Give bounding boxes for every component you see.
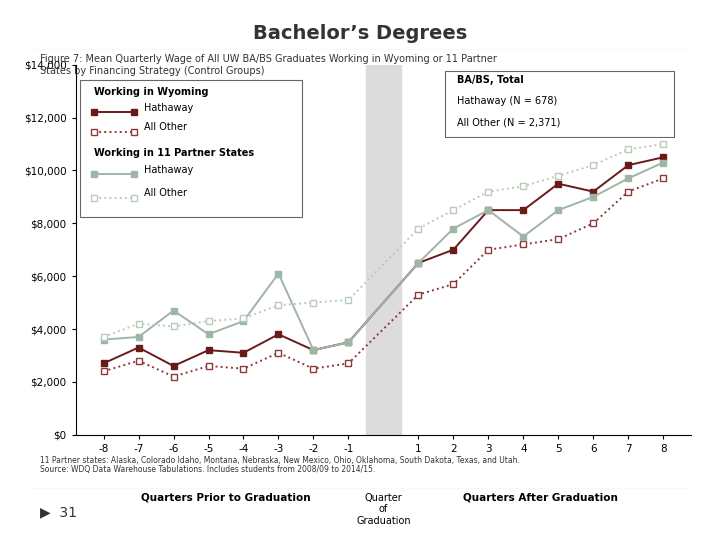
Text: Source: WDQ Data Warehouse Tabulations. Includes students from 2008/09 to 2014/1: Source: WDQ Data Warehouse Tabulations. …	[40, 465, 375, 475]
Text: Working in Wyoming: Working in Wyoming	[94, 87, 208, 97]
Text: Hathaway: Hathaway	[143, 165, 193, 174]
Text: ▶  31: ▶ 31	[40, 505, 76, 519]
Text: 11 Partner states: Alaska, Colorado Idaho, Montana, Nebraska, New Mexico, Ohio, : 11 Partner states: Alaska, Colorado Idah…	[40, 456, 519, 465]
Text: Bachelor’s Degrees: Bachelor’s Degrees	[253, 24, 467, 43]
Text: Working in 11 Partner States: Working in 11 Partner States	[94, 148, 253, 159]
Text: Hathaway: Hathaway	[143, 103, 193, 113]
FancyBboxPatch shape	[445, 71, 675, 137]
Text: Hathaway (N = 678): Hathaway (N = 678)	[457, 96, 557, 106]
Text: All Other: All Other	[143, 123, 186, 132]
Text: BA/BS, Total: BA/BS, Total	[457, 75, 523, 85]
Text: Figure 7: Mean Quarterly Wage of All UW BA/BS Graduates Working in Wyoming or 11: Figure 7: Mean Quarterly Wage of All UW …	[40, 54, 497, 76]
Text: All Other: All Other	[143, 188, 186, 198]
Bar	[366, 65, 401, 435]
Text: All Other (N = 2,371): All Other (N = 2,371)	[457, 117, 560, 127]
Text: Quarter
of
Graduation: Quarter of Graduation	[356, 493, 410, 526]
Text: Quarters Prior to Graduation: Quarters Prior to Graduation	[141, 493, 311, 503]
Text: Quarters After Graduation: Quarters After Graduation	[464, 493, 618, 503]
FancyBboxPatch shape	[80, 80, 302, 217]
